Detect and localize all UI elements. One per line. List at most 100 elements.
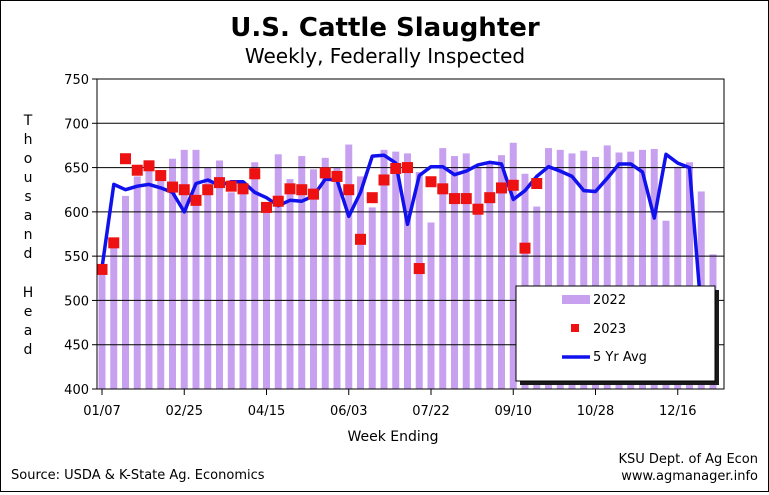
marker-2023 [319, 167, 331, 179]
bar-2022 [368, 207, 376, 389]
y-tick-label: 450 [64, 339, 89, 354]
marker-2023 [178, 184, 190, 196]
marker-2023 [413, 263, 425, 275]
legend-label-2023: 2023 [593, 322, 626, 337]
marker-2023 [261, 201, 272, 213]
x-tick-label: 10/28 [577, 404, 614, 419]
bar-2022 [462, 153, 470, 389]
bar-2022 [169, 158, 176, 389]
bar-2022 [556, 149, 564, 389]
y-tick-label: 400 [64, 383, 89, 398]
y-tick-label: 550 [64, 250, 89, 265]
y-axis-label-letter: u [24, 170, 33, 186]
marker-2023 [190, 194, 202, 206]
y-tick-label: 650 [64, 162, 89, 177]
bar-2022 [615, 152, 623, 389]
marker-2023 [507, 179, 519, 191]
plot-border [96, 78, 725, 390]
credit-line-1: KSU Dept. of Ag Econ [618, 452, 758, 467]
bar-2022 [192, 149, 200, 389]
bar-2022 [451, 156, 458, 389]
y-tick-label: 500 [64, 294, 89, 309]
marker-2023 [143, 160, 155, 172]
x-tick-label: 02/25 [166, 404, 203, 419]
bar-2022 [298, 156, 306, 389]
bar-2022 [321, 157, 329, 389]
x-tick-label: 06/03 [330, 404, 367, 419]
marker-2023 [390, 162, 402, 174]
bar-2022 [415, 172, 423, 389]
source-note: Source: USDA & K-State Ag. Economics [11, 468, 265, 483]
bar-2022 [545, 148, 552, 389]
bar-2022 [592, 156, 599, 389]
bar-2022 [380, 149, 388, 389]
y-axis-label-letter: a [24, 208, 33, 224]
bar-2022 [439, 148, 447, 389]
marker-2023 [96, 263, 108, 275]
marker-2023 [120, 153, 131, 165]
marker-2023 [296, 184, 308, 196]
legend-box [515, 285, 716, 382]
credit-line-2: www.agmanager.info [621, 469, 758, 484]
y-tick-label: 600 [64, 206, 89, 221]
bar-2022 [486, 163, 494, 389]
marker-2023 [284, 183, 296, 195]
bar-2022 [509, 142, 517, 389]
marker-2023 [343, 184, 355, 196]
y-axis-label-letter: d [24, 246, 33, 262]
x-tick-label: 07/22 [412, 404, 449, 419]
marker-2023 [331, 170, 343, 182]
bar-2022 [133, 176, 141, 389]
x-axis-label: Week Ending [347, 429, 438, 445]
y-axis-label-letter: o [24, 151, 33, 167]
bar-2022 [345, 144, 353, 389]
bar-2022 [427, 222, 435, 389]
marker-2023 [308, 188, 319, 200]
bar-2022 [204, 167, 212, 389]
series-line-5yr-avg [100, 152, 704, 313]
bar-2022 [110, 244, 118, 389]
legend-label-2022: 2022 [593, 293, 626, 308]
y-tick-label: 700 [64, 117, 89, 132]
bar-2022 [274, 154, 282, 389]
legend-label-5yr-avg: 5 Yr Avg [593, 350, 647, 365]
bar-2022 [392, 151, 400, 389]
y-axis-label-letter: a [24, 323, 33, 339]
bar-2022 [333, 167, 341, 389]
bar-2022 [98, 269, 106, 389]
marker-2023 [472, 203, 484, 215]
marker-2023 [225, 180, 237, 192]
marker-2023 [378, 174, 390, 186]
marker-2023 [460, 193, 472, 205]
bar-2022 [650, 148, 658, 389]
marker-2023 [355, 233, 366, 245]
legend-swatch-2023 [571, 324, 579, 332]
marker-2023 [449, 193, 460, 205]
bar-2022 [498, 155, 505, 389]
marker-2023 [167, 181, 178, 193]
bar-2022 [686, 162, 693, 389]
bar-2022 [603, 145, 611, 389]
y-axis-label-letter: T [23, 113, 33, 129]
bar-2022 [216, 160, 223, 389]
bar-2022 [627, 151, 635, 389]
bar-2022 [145, 165, 153, 389]
bar-2022 [474, 167, 482, 389]
marker-2023 [366, 192, 378, 204]
y-axis-label-letter: s [24, 189, 31, 205]
bar-2022 [286, 179, 294, 389]
marker-2023 [155, 170, 167, 182]
y-axis-label-letter: H [23, 285, 34, 301]
bar-2022 [521, 173, 529, 389]
marker-2023 [108, 237, 120, 249]
marker-2023 [272, 195, 284, 207]
bar-2022 [263, 203, 270, 389]
y-axis-label-letter: h [24, 132, 33, 148]
marker-2023 [437, 183, 449, 195]
x-tick-label: 09/10 [495, 404, 532, 419]
marker-2023 [496, 182, 507, 194]
y-axis-label-letter: n [24, 227, 33, 243]
marker-2023 [237, 183, 249, 195]
